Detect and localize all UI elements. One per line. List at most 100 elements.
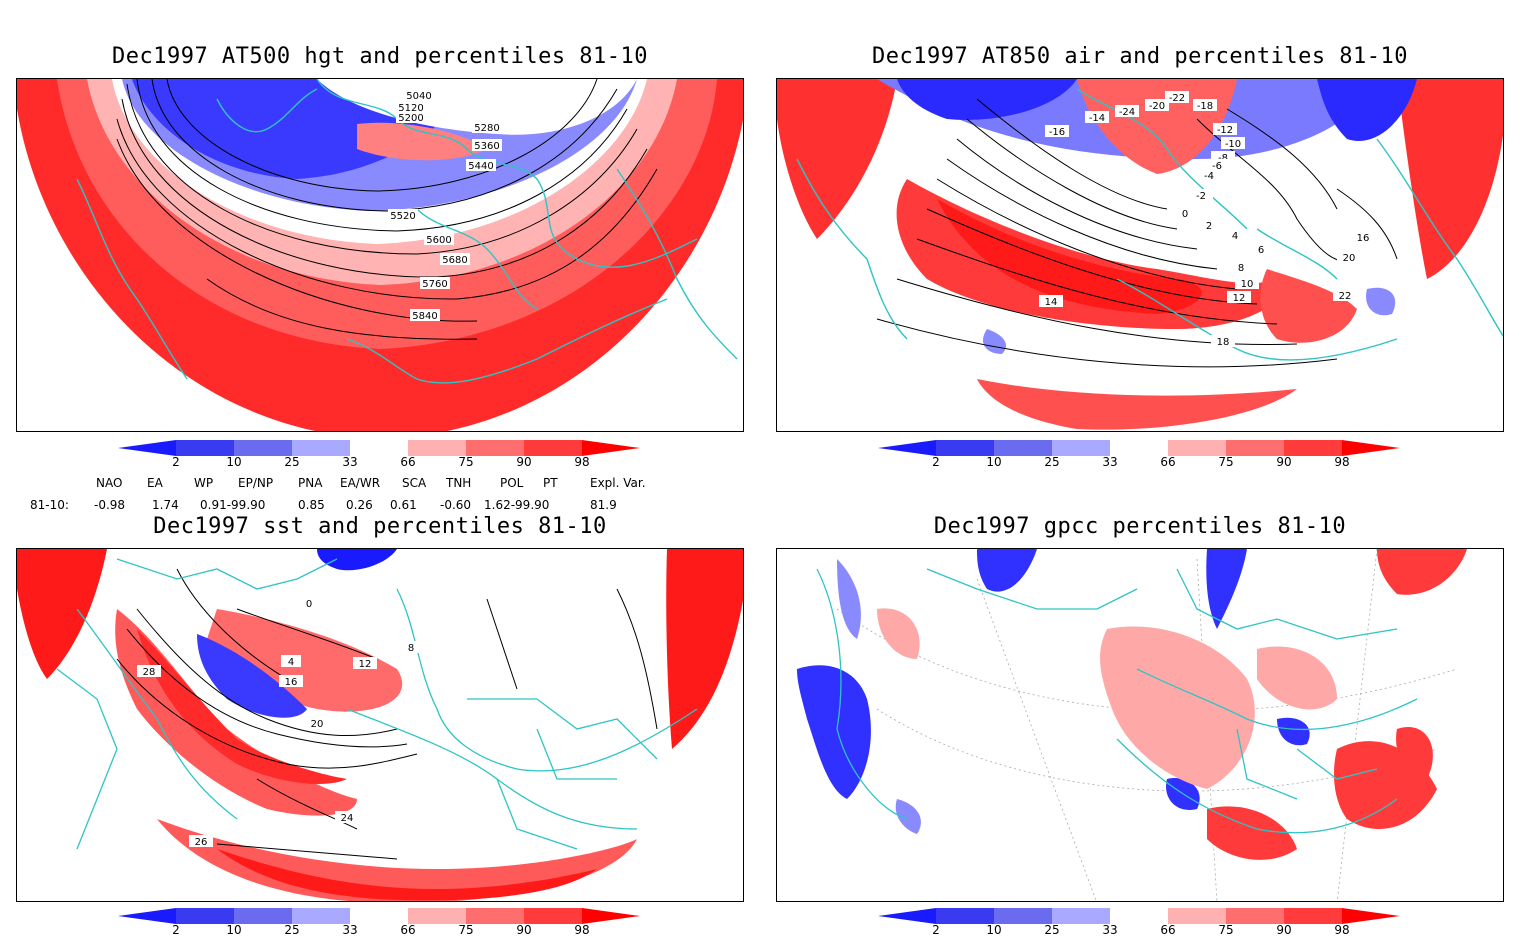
contour-label: -20 (1149, 101, 1165, 112)
contour-label: 18 (1217, 337, 1230, 348)
colorbar-label: 98 (574, 455, 590, 469)
index-value: 1.62-99.90 (484, 498, 550, 512)
contour-label: 0 (1182, 209, 1188, 220)
index-header: EA/WR (340, 476, 381, 490)
colorbar-gpcc: 2 10 25 33 66 75 90 98 (878, 908, 1408, 942)
colorbar-swatches (878, 908, 1400, 924)
colorbar-label: 75 (1218, 455, 1234, 469)
colorbar-label: 98 (574, 923, 590, 937)
colorbar-swatches (118, 908, 640, 924)
contour-label: -10 (1225, 139, 1241, 150)
contour-label: 5520 (390, 211, 415, 222)
colorbar-label: 33 (1102, 455, 1118, 469)
contour-label: 12 (1233, 293, 1246, 304)
index-value: -0.60 (440, 498, 472, 512)
index-row-label: 81-10: (30, 498, 69, 512)
map-panel-sst: 0 4 8 12 16 20 24 26 28 (16, 548, 744, 902)
contour-label: 5280 (474, 123, 499, 134)
contour-label: 24 (341, 813, 354, 824)
index-header: TNH (446, 476, 472, 490)
contour-label: 12 (359, 659, 372, 670)
colorbar-label: 10 (986, 923, 1002, 937)
contour-label: -8 (1218, 153, 1228, 164)
colorbar-hgt500: 2 10 25 33 66 75 90 98 (118, 440, 648, 474)
index-header: PT (543, 476, 558, 490)
contour-label: 16 (285, 677, 298, 688)
contour-label: 14 (1045, 297, 1058, 308)
index-value: 81.9 (590, 498, 617, 512)
colorbar-label: 90 (1276, 455, 1292, 469)
contour-label: 16 (1357, 233, 1370, 244)
contour-label: 20 (1343, 253, 1356, 264)
contour-label: 28 (143, 667, 156, 678)
colorbar-label: 90 (1276, 923, 1292, 937)
panel-title-gpcc: Dec1997 gpcc percentiles 81-10 (933, 514, 1347, 539)
colorbar-label: 2 (932, 923, 940, 937)
index-header: WP (194, 476, 214, 490)
colorbar-label: 66 (1160, 923, 1176, 937)
contour-label: -22 (1169, 93, 1185, 104)
colorbar-label: 75 (458, 923, 474, 937)
panel-title-air850: Dec1997 AT850 air and percentiles 81-10 (871, 44, 1409, 69)
colorbar-label: 66 (400, 923, 416, 937)
colorbar-label: 10 (226, 923, 242, 937)
contour-label: 5200 (398, 113, 423, 124)
panel-title-hgt500: Dec1997 AT500 hgt and percentiles 81-10 (111, 44, 649, 69)
index-header: SCA (402, 476, 427, 490)
colorbar-label: 25 (1044, 923, 1060, 937)
colorbar-label: 75 (458, 455, 474, 469)
index-value: 0.85 (298, 498, 325, 512)
colorbar-air850: 2 10 25 33 66 75 90 98 (878, 440, 1408, 474)
contour-label: 4 (1232, 231, 1238, 242)
colorbar-label: 10 (986, 455, 1002, 469)
index-value: 0.91-99.90 (200, 498, 266, 512)
colorbar-label: 2 (172, 455, 180, 469)
contour-label: 0 (306, 599, 312, 610)
index-header: POL (500, 476, 524, 490)
contour-label: 8 (408, 643, 414, 654)
map-panel-hgt500: 5040 5120 5200 5280 5360 5440 5520 5600 … (16, 78, 744, 432)
contour-label: 5760 (422, 279, 447, 290)
colorbar-sst: 2 10 25 33 66 75 90 98 (118, 908, 648, 942)
index-value: 1.74 (152, 498, 179, 512)
contour-label: -12 (1217, 125, 1233, 136)
colorbar-label: 2 (172, 923, 180, 937)
colorbar-swatches (118, 440, 640, 456)
contour-label: -24 (1119, 107, 1135, 118)
contour-label: 6 (1258, 245, 1264, 256)
contour-label: 5440 (468, 161, 493, 172)
contour-label: 5840 (412, 311, 437, 322)
colorbar-label: 98 (1334, 923, 1350, 937)
colorbar-label: 33 (1102, 923, 1118, 937)
contour-label: 5120 (398, 103, 423, 114)
colorbar-label: 25 (284, 923, 300, 937)
colorbar-label: 90 (516, 455, 532, 469)
contour-label: -6 (1212, 161, 1222, 172)
index-header: EA (147, 476, 163, 490)
colorbar-label: 66 (400, 455, 416, 469)
index-value: 0.61 (390, 498, 417, 512)
contour-label: 5600 (426, 235, 451, 246)
colorbar-label: 25 (1044, 455, 1060, 469)
colorbar-swatches (878, 440, 1400, 456)
contour-label: -18 (1197, 101, 1213, 112)
index-header: PNA (298, 476, 323, 490)
index-header: EP/NP (238, 476, 274, 490)
colorbar-label: 2 (932, 455, 940, 469)
index-header: NAO (96, 476, 123, 490)
contour-label: 20 (311, 719, 324, 730)
contour-label: -4 (1204, 171, 1214, 182)
index-value: -0.98 (94, 498, 126, 512)
panel-title-sst: Dec1997 sst and percentiles 81-10 (153, 514, 607, 539)
colorbar-label: 75 (1218, 923, 1234, 937)
colorbar-label: 90 (516, 923, 532, 937)
colorbar-label: 66 (1160, 455, 1176, 469)
colorbar-label: 10 (226, 455, 242, 469)
contour-label: -14 (1089, 113, 1105, 124)
contour-label: 26 (195, 837, 208, 848)
contour-label: 22 (1339, 291, 1352, 302)
map-panel-air850: -22 -20 -18 -16 -14 -12 -10 -8 -6 -4 -2 … (776, 78, 1504, 432)
contour-label: 4 (288, 657, 294, 668)
index-value: 0.26 (346, 498, 373, 512)
contour-label: -16 (1049, 127, 1065, 138)
